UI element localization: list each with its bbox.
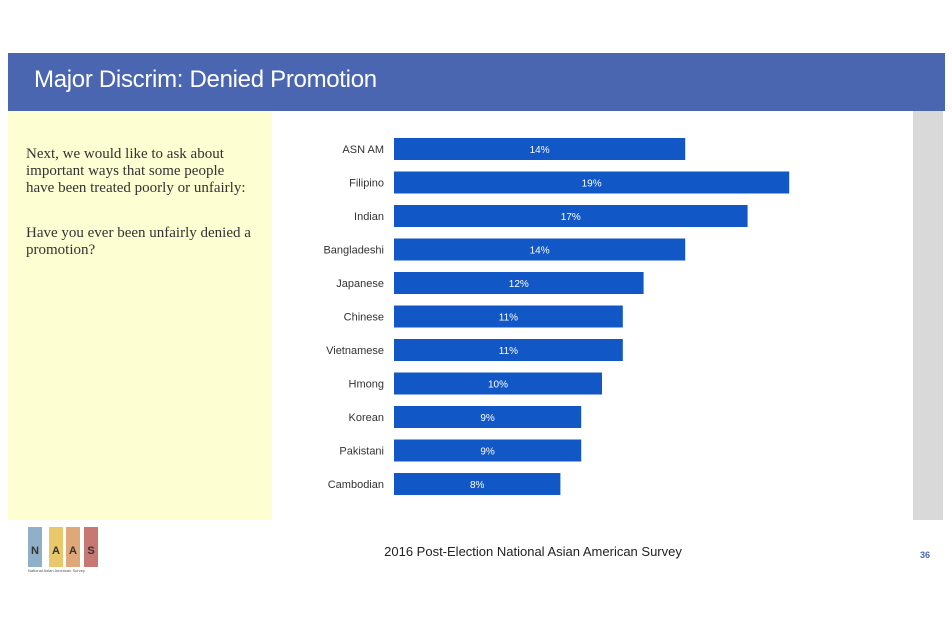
bar [394, 339, 623, 361]
bar [394, 238, 686, 261]
data-label: 12% [509, 279, 529, 290]
page-number: 36 [920, 550, 931, 560]
data-label: 9% [480, 413, 495, 424]
data-label: 10% [488, 380, 508, 391]
bar [394, 406, 582, 428]
category-label: Chinese [344, 312, 384, 324]
logo-subtitle: National Asian American Survey [28, 568, 85, 573]
data-label: 14% [530, 246, 550, 257]
question-intro: Next, we would like to ask about importa… [26, 146, 246, 196]
data-label: 19% [582, 179, 602, 190]
bar [394, 372, 602, 395]
header-bar: Major Discrim: Denied Promotion [8, 53, 945, 111]
bar [394, 205, 748, 227]
question-text: Have you ever been unfairly denied a pro… [26, 225, 251, 258]
bar [394, 171, 790, 194]
bar [394, 272, 644, 294]
logo-bar [49, 527, 63, 567]
logo-letter: N [31, 545, 39, 557]
bar [394, 138, 686, 160]
source-note: 2016 Post-Election National Asian Americ… [384, 544, 682, 559]
category-label: Filipino [349, 178, 384, 190]
category-label: Bangladeshi [323, 245, 384, 257]
data-label: 17% [561, 212, 581, 223]
logo-letter: S [87, 545, 95, 557]
question-panel [8, 111, 272, 520]
logo-bar [66, 527, 80, 567]
logo-bar [84, 527, 98, 567]
data-label: 11% [499, 313, 518, 324]
logo-bar [28, 527, 42, 567]
side-strip [913, 111, 943, 520]
category-label: Japanese [336, 278, 384, 290]
data-label: 8% [470, 480, 485, 491]
page-title: Major Discrim: Denied Promotion [34, 66, 377, 93]
logo-letter: A [52, 545, 60, 557]
category-label: Cambodian [328, 479, 384, 491]
naas-logo: N A A S National Asian American Survey [28, 527, 108, 575]
category-label: Hmong [349, 379, 384, 391]
data-label: 14% [530, 145, 550, 156]
bar [394, 305, 623, 328]
bar [394, 439, 582, 462]
category-label: Korean [349, 412, 384, 424]
category-label: Vietnamese [326, 345, 384, 357]
bar [394, 473, 561, 495]
category-label: Pakistani [339, 446, 384, 458]
category-label: Indian [354, 211, 384, 223]
logo-letter: A [69, 545, 77, 557]
data-label: 9% [480, 447, 495, 458]
data-label: 11% [499, 346, 518, 357]
category-label: ASN AM [342, 144, 384, 156]
